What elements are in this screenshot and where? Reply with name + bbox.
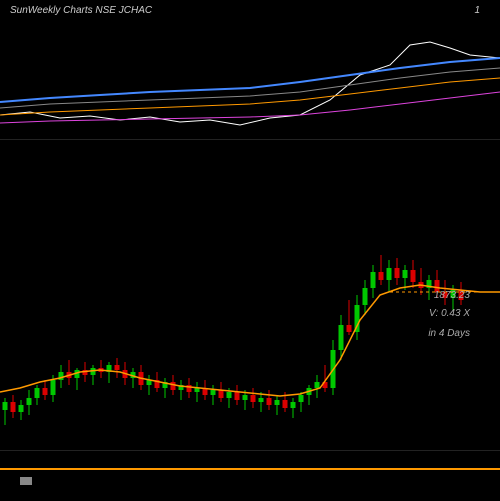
indicator-panel (0, 20, 500, 140)
days-label: in 4 Days (428, 328, 470, 339)
chart-title-right: 1 (474, 5, 480, 16)
price-value-label: 1873.23 (434, 290, 470, 301)
volume-label: V: 0.43 X (429, 308, 470, 319)
chart-title-left: SunWeekly Charts NSE JCHAC (10, 5, 152, 16)
volume-panel (0, 450, 500, 500)
price-panel: 1873.23 V: 0.43 X in 4 Days (0, 140, 500, 450)
